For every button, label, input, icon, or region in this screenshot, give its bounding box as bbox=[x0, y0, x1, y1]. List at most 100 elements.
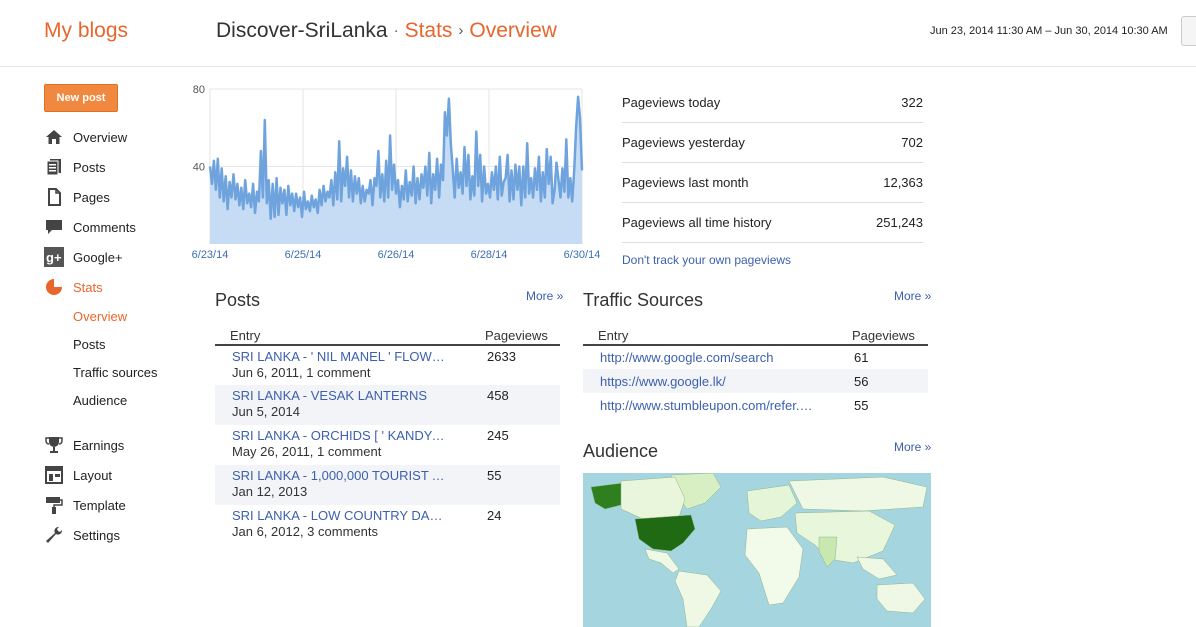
stat-value: 12,363 bbox=[883, 175, 923, 190]
y-tick-label: 80 bbox=[193, 84, 205, 96]
audience-more-link[interactable]: More » bbox=[894, 440, 932, 454]
pageviews-summary: Pageviews today 322 Pageviews yesterday … bbox=[622, 83, 923, 243]
pages-icon bbox=[44, 187, 64, 207]
sidebar-item-label: Stats bbox=[73, 279, 103, 295]
my-blogs-link[interactable]: My blogs bbox=[44, 19, 129, 42]
x-tick-label: 6/26/14 bbox=[378, 249, 415, 261]
x-tick-label: 6/23/14 bbox=[192, 249, 229, 261]
stat-label: Pageviews last month bbox=[622, 175, 749, 190]
map-usa bbox=[634, 514, 696, 552]
table-row: http://www.google.com/search 61 bbox=[583, 345, 928, 369]
source-url-link[interactable]: http://www.stumbleupon.com/refer.php bbox=[600, 397, 818, 413]
breadcrumb-stats[interactable]: Stats bbox=[404, 19, 453, 42]
sidebar-item-stats[interactable]: Stats bbox=[44, 276, 103, 298]
stat-row-all-time: Pageviews all time history 251,243 bbox=[622, 203, 923, 243]
map-mexico-central-america bbox=[644, 548, 680, 574]
stat-label: Pageviews yesterday bbox=[622, 135, 745, 150]
pageviews-chart: 80 40 6/23/14 6/25/14 6/26/14 6/28/14 6/30/14 bbox=[192, 84, 601, 261]
sidebar-item-label: Layout bbox=[73, 467, 113, 483]
new-post-button[interactable]: New post bbox=[44, 84, 118, 112]
table-row: http://www.stumbleupon.com/refer.php 55 bbox=[583, 393, 928, 417]
sidebar-item-template[interactable]: Template bbox=[44, 494, 126, 516]
source-pageviews: 61 bbox=[854, 350, 869, 365]
post-meta: Jan 6, 2012, 3 comments bbox=[232, 524, 378, 539]
traffic-more-link[interactable]: More » bbox=[894, 289, 932, 303]
stat-label: Pageviews all time history bbox=[622, 215, 772, 230]
sidebar-item-google-plus[interactable]: g+ Google+ bbox=[44, 246, 123, 268]
traffic-sources-title: Traffic Sources bbox=[583, 290, 704, 310]
sidebar-item-label: Pages bbox=[73, 189, 110, 205]
stat-label: Pageviews today bbox=[622, 95, 721, 110]
sidebar-item-label: Earnings bbox=[73, 437, 125, 453]
post-meta: May 26, 2011, 1 comment bbox=[232, 444, 382, 459]
table-row: SRI LANKA - VESAK LANTERNS Jun 5, 2014 45… bbox=[215, 385, 560, 425]
post-title-link[interactable]: SRI LANKA - LOW COUNTRY DANCES bbox=[232, 508, 448, 523]
source-pageviews: 55 bbox=[854, 397, 869, 413]
post-meta: Jun 5, 2014 bbox=[232, 404, 300, 419]
sidebar-item-label: Template bbox=[73, 497, 126, 513]
post-title-link[interactable]: SRI LANKA - 1,000,000 TOURIST ARRIVALS bbox=[232, 468, 448, 483]
sidebar-item-overview[interactable]: Overview bbox=[44, 126, 127, 148]
map-australia bbox=[876, 582, 926, 614]
wrench-icon bbox=[44, 525, 64, 545]
sidebar-item-label: Comments bbox=[73, 219, 136, 235]
audience-world-map bbox=[583, 473, 931, 627]
map-asia bbox=[794, 510, 896, 564]
sidebar-item-posts[interactable]: Posts bbox=[44, 156, 106, 178]
source-pageviews: 56 bbox=[852, 369, 928, 393]
sidebar-item-label: Posts bbox=[73, 159, 106, 175]
map-europe bbox=[746, 484, 798, 522]
post-pageviews: 24 bbox=[487, 508, 502, 523]
stat-row-today: Pageviews today 322 bbox=[622, 83, 923, 123]
dont-track-link[interactable]: Don't track your own pageviews bbox=[622, 253, 792, 267]
stats-sub-traffic-sources[interactable]: Traffic sources bbox=[73, 365, 158, 380]
blog-name[interactable]: Discover-SriLanka bbox=[216, 19, 388, 42]
trophy-icon bbox=[44, 435, 64, 455]
post-title-link[interactable]: SRI LANKA - ' NIL MANEL ' FLOWERS bbox=[232, 349, 448, 364]
y-axis: 80 40 bbox=[193, 84, 205, 174]
stat-row-yesterday: Pageviews yesterday 702 bbox=[622, 123, 923, 163]
posts-more-link[interactable]: More » bbox=[526, 289, 564, 303]
post-meta: Jun 6, 2011, 1 comment bbox=[232, 365, 371, 380]
x-axis: 6/23/14 6/25/14 6/26/14 6/28/14 6/30/14 bbox=[192, 249, 601, 261]
layout-icon bbox=[44, 465, 64, 485]
map-south-america bbox=[674, 570, 722, 627]
table-row: https://www.google.lk/ 56 bbox=[583, 369, 928, 393]
map-canada bbox=[620, 476, 686, 520]
source-url-link[interactable]: https://www.google.lk/ bbox=[600, 373, 726, 389]
stats-sub-overview[interactable]: Overview bbox=[73, 309, 128, 324]
posts-icon bbox=[44, 157, 64, 177]
top-bar: My blogs Discover-SriLanka · Stats › Overvie… bbox=[0, 0, 1196, 67]
sidebar-item-comments[interactable]: Comments bbox=[44, 216, 136, 238]
y-tick-label: 40 bbox=[193, 162, 205, 174]
post-title-link[interactable]: SRI LANKA - ORCHIDS [ ' KANDYAN DANCER '… bbox=[232, 428, 448, 443]
post-title-link[interactable]: SRI LANKA - VESAK LANTERNS bbox=[232, 388, 428, 403]
header-button[interactable] bbox=[1181, 16, 1196, 46]
x-tick-label: 6/28/14 bbox=[471, 249, 508, 261]
breadcrumb: Discover-SriLanka · Stats › Overview bbox=[216, 19, 557, 43]
audience-title: Audience bbox=[583, 441, 659, 461]
sidebar-item-pages[interactable]: Pages bbox=[44, 186, 110, 208]
google-plus-icon: g+ bbox=[44, 247, 64, 267]
map-russia bbox=[788, 476, 928, 512]
sidebar-item-settings[interactable]: Settings bbox=[44, 524, 120, 546]
column-header-entry: Entry bbox=[583, 323, 852, 346]
stats-sub-posts[interactable]: Posts bbox=[73, 337, 106, 352]
breadcrumb-separator: · bbox=[393, 22, 399, 39]
post-pageviews: 245 bbox=[487, 428, 509, 443]
column-header-pageviews: Pageviews bbox=[485, 323, 560, 346]
map-africa bbox=[744, 526, 804, 606]
stat-row-last-month: Pageviews last month 12,363 bbox=[622, 163, 923, 203]
table-row: SRI LANKA - LOW COUNTRY DANCES Jan 6, 201… bbox=[215, 505, 560, 545]
home-icon bbox=[44, 127, 64, 147]
x-tick-label: 6/25/14 bbox=[285, 249, 322, 261]
stats-sub-audience[interactable]: Audience bbox=[73, 393, 128, 408]
breadcrumb-overview: Overview bbox=[469, 19, 557, 42]
sidebar-item-earnings[interactable]: Earnings bbox=[44, 434, 124, 456]
post-pageviews: 2633 bbox=[487, 349, 516, 364]
source-url-link[interactable]: http://www.google.com/search bbox=[600, 350, 774, 365]
map-india bbox=[818, 536, 838, 568]
sidebar-item-layout[interactable]: Layout bbox=[44, 464, 112, 486]
stat-value: 322 bbox=[901, 95, 923, 110]
map-southeast-asia bbox=[856, 556, 898, 580]
